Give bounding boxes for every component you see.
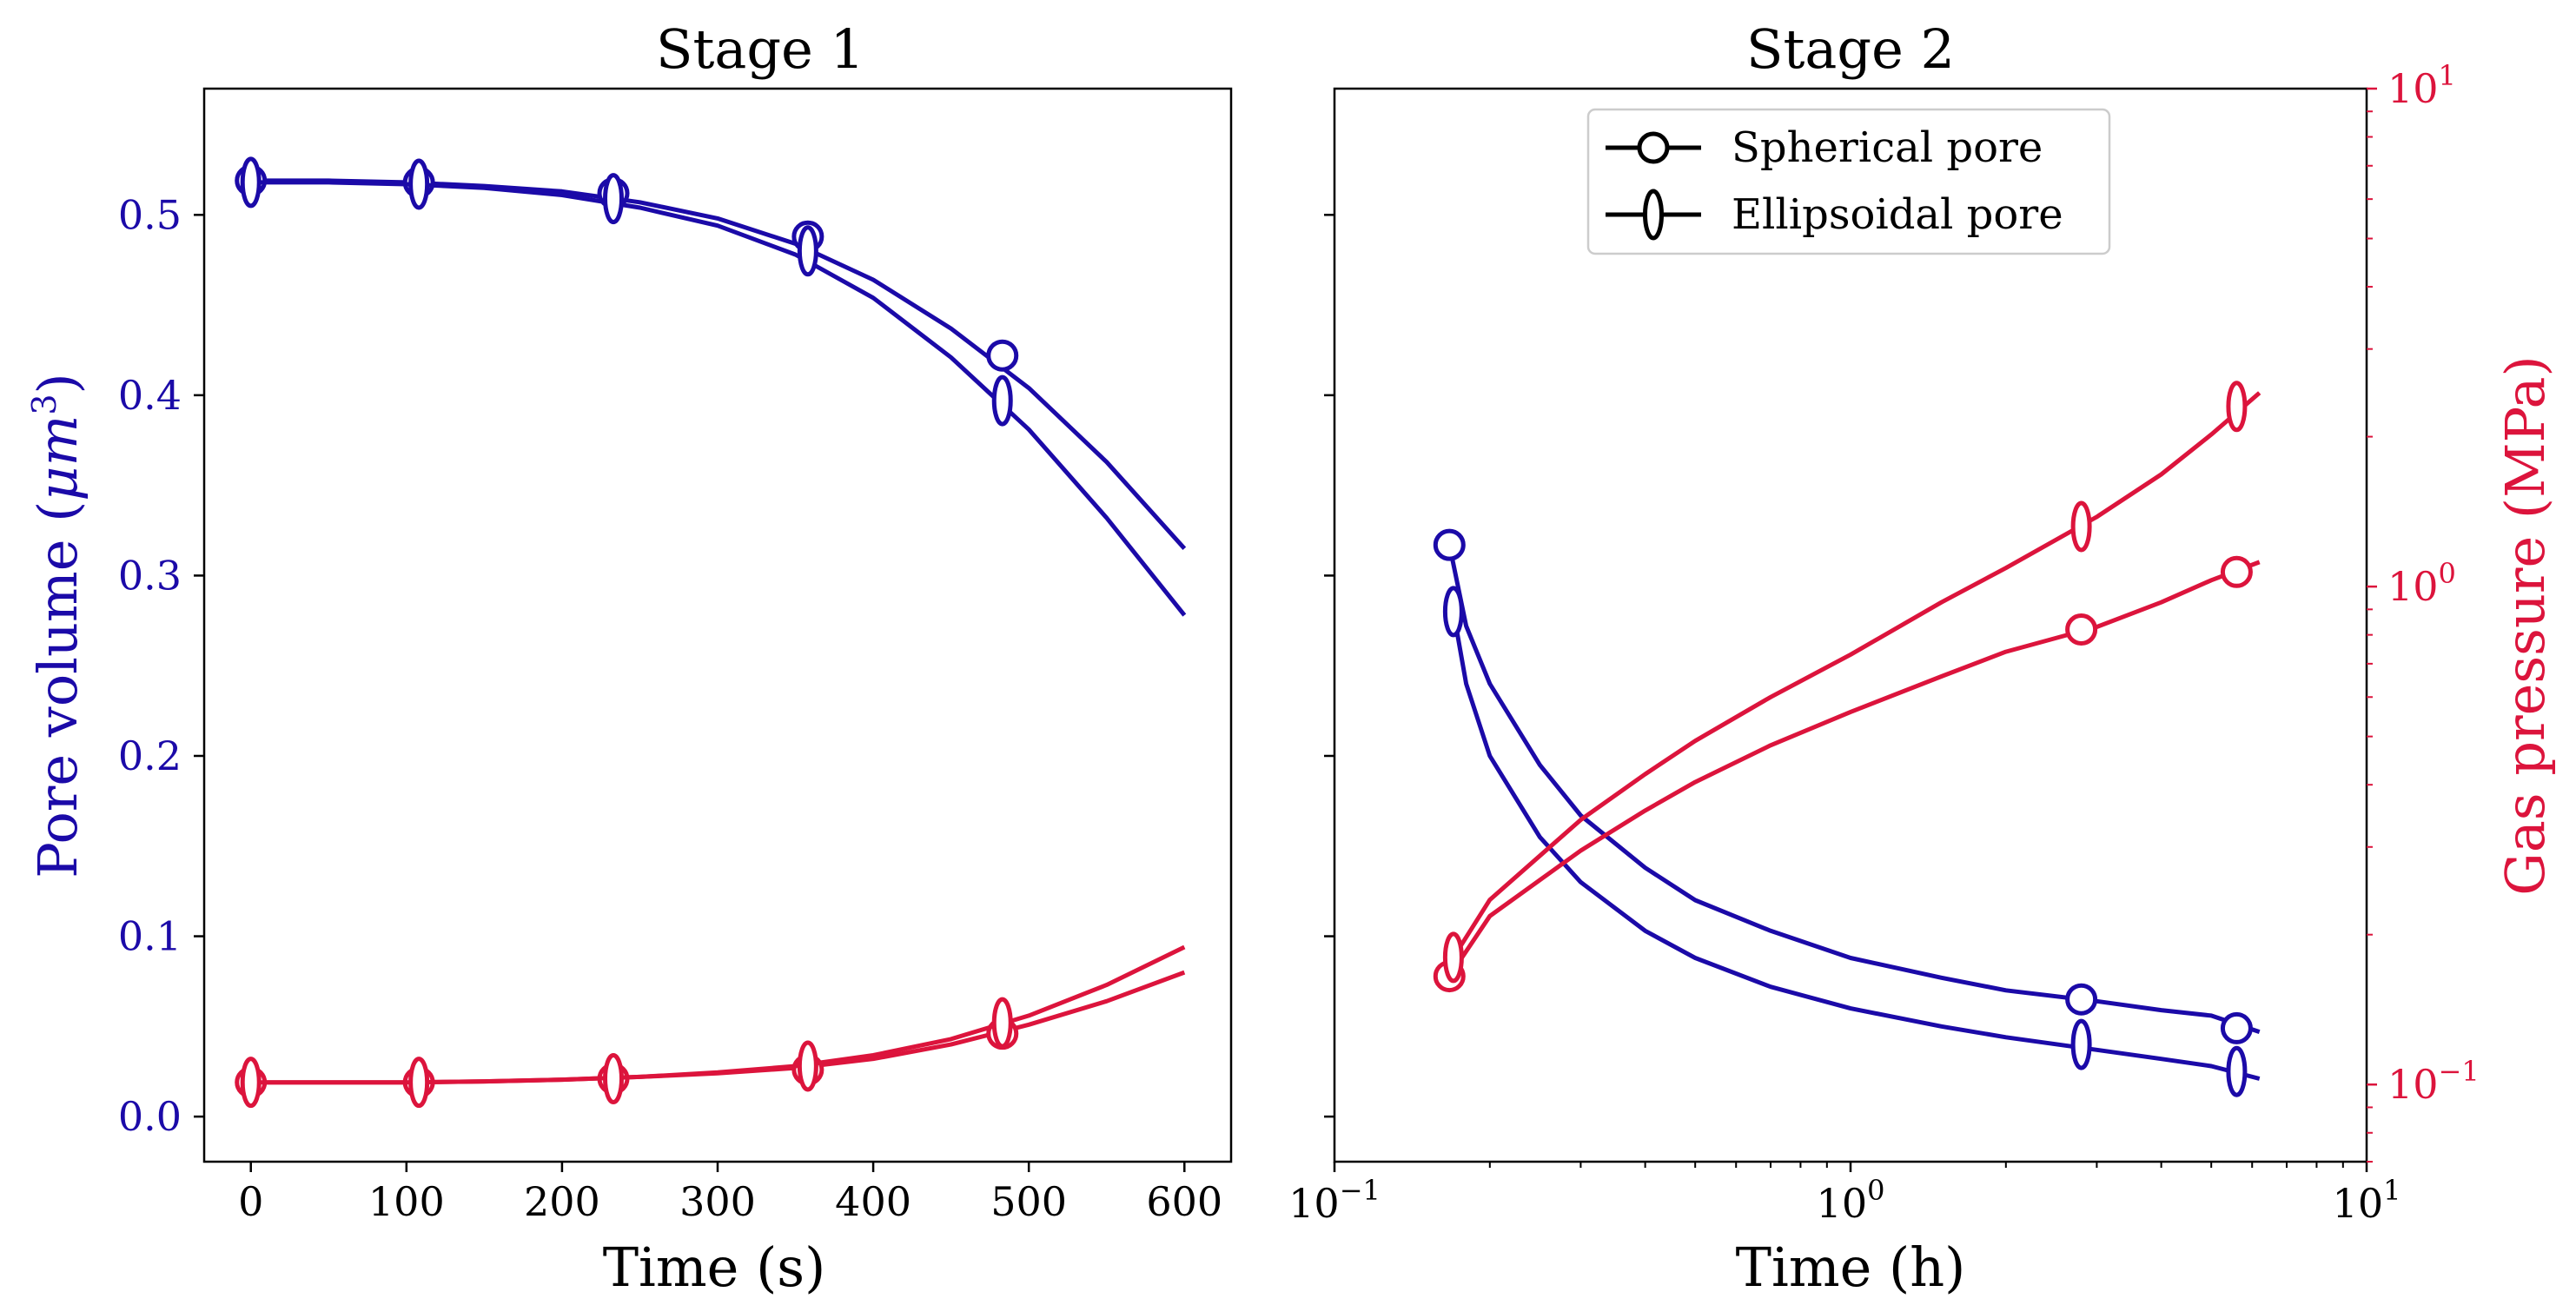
stage1-y-tick-label: 0.4 xyxy=(118,372,182,419)
stage1-y-tick-label: 0.5 xyxy=(118,191,182,238)
stage1-x-ticks: 0 100 200 300 400 500 600 xyxy=(238,1162,1222,1225)
stage2-ellipse-marker xyxy=(1442,586,1464,638)
stage1-ellipse-marker xyxy=(240,156,262,209)
stage1-ellipse-marker xyxy=(797,225,818,277)
stage2-right-y-tick-label: 101 xyxy=(2387,59,2456,112)
stage1-y-tick-label: 0.3 xyxy=(118,552,182,599)
legend-entry-ellipsoidal: Ellipsoidal pore xyxy=(1606,189,2063,241)
stage2-series-line-2 xyxy=(1447,560,2261,977)
stage1-series-line-1 xyxy=(250,180,1187,617)
stage2-x-axis-label: Time (h) xyxy=(1736,1236,1966,1299)
stage1-ellipse-marker xyxy=(603,173,625,225)
stage2-series-line-3 xyxy=(1451,391,2261,959)
stage2-panel: Stage 2 10−1 100 101 10−1 100 101 Time (h) G… xyxy=(1288,17,2557,1299)
legend-label-spherical: Spherical pore xyxy=(1732,123,2043,172)
stage1-circle-marker xyxy=(986,339,1019,372)
stage1-x-tick-label: 300 xyxy=(679,1178,756,1225)
stage2-x-ticks: 10−1 100 101 xyxy=(1288,1162,2401,1227)
legend-entry-spherical: Spherical pore xyxy=(1606,123,2043,172)
stage2-right-y-tick-label: 10−1 xyxy=(2387,1055,2480,1108)
stage1-ellipse-marker xyxy=(991,374,1013,427)
stage2-title: Stage 2 xyxy=(1746,17,1955,81)
legend-frame xyxy=(1586,108,2111,255)
stage2-right-y-ticks: 10−1 100 101 xyxy=(2367,59,2480,1163)
legend-label-ellipsoidal: Ellipsoidal pore xyxy=(1732,190,2063,239)
stage1-ellipse-marker xyxy=(408,1057,430,1109)
stage2-circle-marker xyxy=(2220,555,2253,588)
stage1-ellipse-marker xyxy=(797,1040,818,1092)
stage1-series-line-3 xyxy=(250,944,1186,1085)
stage2-ellipse-marker xyxy=(2226,1045,2248,1097)
stage2-ellipse-marker xyxy=(1442,931,1464,984)
stage1-y-axis-label: Pore volume (μm3) xyxy=(25,373,89,878)
stage1-ellipse-marker xyxy=(603,1053,625,1105)
stage1-y-tick-label: 0.0 xyxy=(118,1093,182,1140)
stage1-x-tick-label: 0 xyxy=(238,1178,263,1225)
legend: Spherical pore Ellipsoidal pore xyxy=(1586,108,2111,255)
stage1-y-tick-label: 0.1 xyxy=(118,913,182,960)
stage1-x-tick-label: 100 xyxy=(368,1178,445,1225)
stage1-x-axis-label: Time (s) xyxy=(603,1236,826,1299)
legend-ellipse-marker-icon xyxy=(1643,189,1664,241)
stage1-x-tick-label: 400 xyxy=(835,1178,911,1225)
stage2-ellipse-marker xyxy=(2226,381,2248,433)
stage2-circle-marker xyxy=(2065,613,2098,646)
stage1-panel: Stage 1 0 100 200 300 400 500 600 0.0 0.1 0.2 0.3… xyxy=(25,17,1233,1299)
stage2-ellipse-marker xyxy=(2070,1018,2092,1070)
stage1-ellipse-marker xyxy=(991,997,1013,1049)
stage1-series-layer xyxy=(235,156,1187,1109)
stage1-ellipse-marker xyxy=(408,158,430,210)
stage2-circle-marker xyxy=(1433,528,1466,561)
stage1-x-tick-label: 200 xyxy=(524,1178,600,1225)
stage1-x-tick-label: 500 xyxy=(990,1178,1067,1225)
stage2-series-line-0 xyxy=(1447,544,2261,1034)
legend-circle-marker-icon xyxy=(1637,131,1670,164)
stage2-x-tick-label: 10−1 xyxy=(1288,1174,1381,1227)
stage1-y-tick-label: 0.2 xyxy=(118,732,182,779)
stage2-ellipse-marker xyxy=(2070,500,2092,553)
stage2-circle-marker xyxy=(2065,983,2098,1016)
stage2-right-y-axis-label: Gas pressure (MPa) xyxy=(2493,355,2557,895)
stage1-title: Stage 1 xyxy=(656,17,864,81)
stage2-circle-marker xyxy=(2220,1011,2253,1044)
stage1-x-tick-label: 600 xyxy=(1146,1178,1222,1225)
stage1-y-ticks: 0.0 0.1 0.2 0.3 0.4 0.5 xyxy=(118,191,204,1140)
stage2-right-y-tick-label: 100 xyxy=(2387,557,2456,610)
stage2-x-tick-label: 101 xyxy=(2333,1174,2401,1227)
stage2-x-tick-label: 100 xyxy=(1817,1174,1885,1227)
stage1-ellipse-marker xyxy=(240,1057,262,1109)
stage2-series-layer xyxy=(1433,381,2261,1097)
stage2-left-y-ticks xyxy=(1324,214,1334,1118)
stage2-series-line-1 xyxy=(1451,611,2261,1081)
